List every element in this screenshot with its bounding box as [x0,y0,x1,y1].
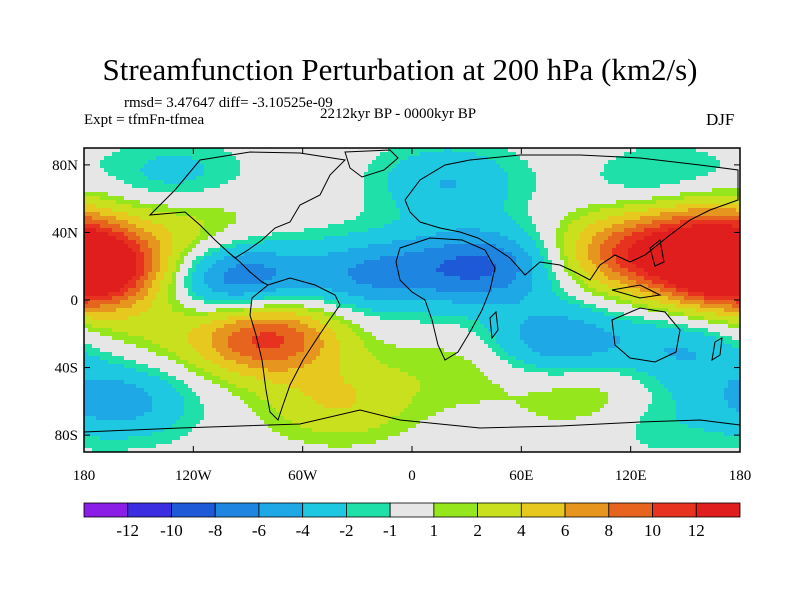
lon-label: 120W [175,468,213,484]
colorbar-label: -8 [208,521,222,540]
colorbar-swatch [695,502,741,518]
colorbar-label: 12 [688,521,705,540]
colorbar-swatch [127,502,172,518]
lon-label: 120E [615,468,647,484]
lat-label: 80N [52,158,78,174]
colorbar-label: -4 [296,521,311,540]
colorbar-label: 8 [605,521,614,540]
colorbar-swatch [302,502,347,518]
colorbar-label: -12 [116,521,139,540]
colorbar-label: 2 [473,521,482,540]
lon-label: 60E [509,468,533,484]
season-label: DJF [706,110,735,129]
colorbar-swatch [608,502,653,518]
colorbar-swatch [477,502,522,518]
colorbar-swatch [520,502,566,518]
colorbar-label: 1 [430,521,439,540]
lat-label: 80S [55,428,78,444]
colorbar: -12 -10 -8 -6 -4 -2 -1 1 2 4 6 8 10 12 [83,502,741,540]
contour-field [84,148,740,452]
map-axes: 80N 40N 0 40S 80S 180 120W 60W 0 60E 120E 180 [52,148,751,484]
colorbar-label: 4 [517,521,526,540]
colorbar-swatch [83,502,129,518]
plot-title: Streamfunction Perturbation at 200 hPa (… [102,52,698,87]
colorbar-swatch [564,502,610,518]
lon-label: 180 [729,468,752,484]
colorbar-label: -2 [339,521,353,540]
colorbar-label: -1 [383,521,397,540]
colorbar-label: -6 [252,521,266,540]
colorbar-label: 10 [644,521,661,540]
period-label: 2212kyr BP - 0000kyr BP [320,106,477,122]
coastlines [84,149,740,433]
experiment-label: Expt = tfmFn-tfmea [84,112,205,128]
colorbar-label: 6 [561,521,570,540]
lon-label: 180 [73,468,96,484]
lat-label: 0 [71,293,79,309]
colorbar-swatch [652,502,697,518]
colorbar-swatch [258,502,304,518]
colorbar-swatch [214,502,260,518]
stats-text: rmsd= 3.47647 diff= -3.10525e-09 [124,95,333,111]
lon-label: 60W [288,468,318,484]
colorbar-label: -10 [160,521,183,540]
colorbar-swatch [171,502,216,518]
colorbar-swatch [389,502,435,518]
lat-label: 40S [55,361,78,377]
lat-label: 40N [52,225,78,241]
lon-label: 0 [408,468,416,484]
colorbar-swatch [433,502,479,518]
colorbar-swatch [345,502,391,518]
